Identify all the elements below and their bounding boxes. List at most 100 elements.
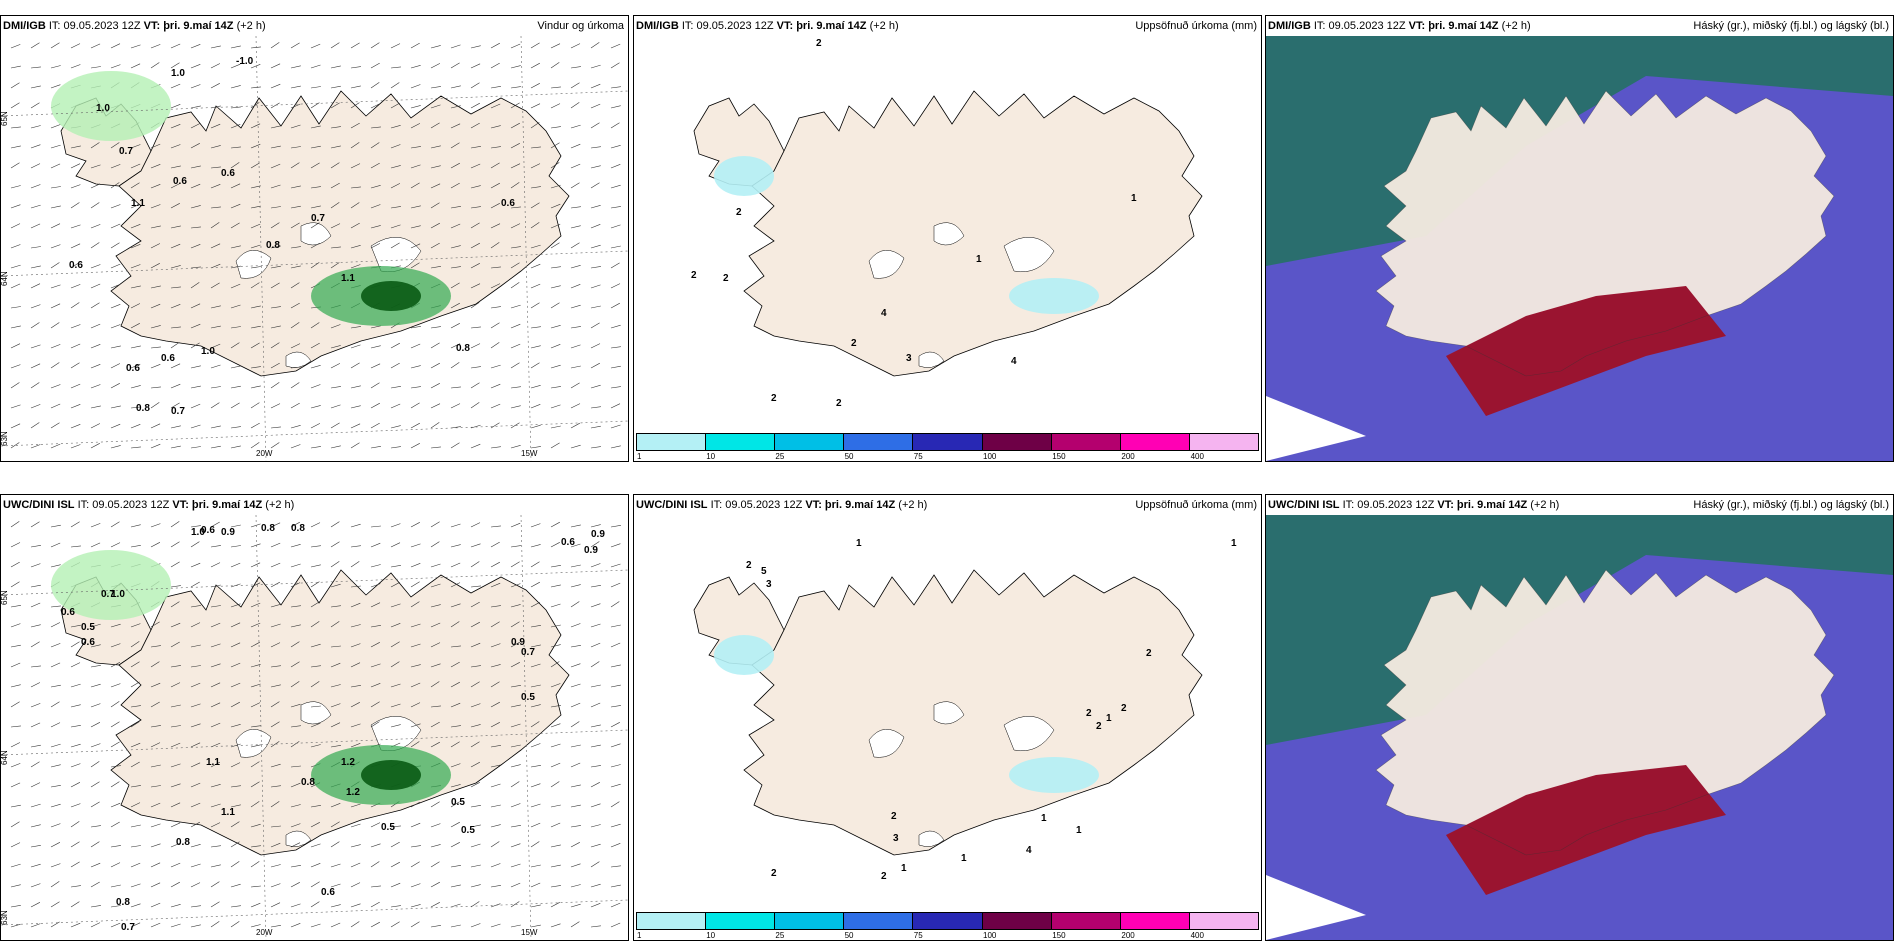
- wind-barb: [230, 861, 240, 868]
- wind-barb: [370, 663, 381, 668]
- wind-barb: [10, 343, 21, 349]
- wind-barb: [70, 922, 81, 928]
- valid-time: VT: þri. 9.maí 14Z: [143, 20, 234, 32]
- wind-barb: [430, 541, 440, 548]
- wind-barb: [350, 326, 361, 329]
- wind-barb: [410, 225, 421, 229]
- wind-barb: [10, 542, 21, 548]
- wind-barb: [410, 443, 420, 449]
- wind-barb: [350, 685, 361, 688]
- wind-barb: [550, 302, 560, 309]
- wind-barb: [90, 761, 100, 768]
- value-label: 1.1: [131, 198, 145, 209]
- wind-barb: [570, 344, 581, 349]
- wind-barb: [530, 103, 541, 109]
- wind-barb: [170, 742, 181, 748]
- wind-barb: [70, 841, 80, 848]
- wind-barb: [290, 823, 301, 828]
- wind-barb: [90, 722, 101, 728]
- wind-barb: [330, 345, 341, 349]
- lead-time: (+2 h): [1501, 20, 1531, 32]
- wind-barb: [230, 85, 241, 89]
- wind-barb: [610, 902, 621, 908]
- init-time: IT: 09.05.2023 12Z: [710, 499, 803, 511]
- valid-time: VT: þri. 9.maí 14Z: [172, 499, 263, 511]
- wind-barb: [270, 306, 281, 309]
- wind-barb: [350, 545, 361, 548]
- wind-barb: [270, 684, 281, 688]
- axis-tick-label: 15W: [521, 928, 538, 937]
- wind-barb: [390, 66, 401, 69]
- wind-barb: [190, 365, 201, 369]
- wind-barb: [230, 146, 241, 149]
- wind-barb: [110, 542, 121, 548]
- wind-barb: [510, 744, 521, 748]
- wind-barb: [410, 543, 421, 548]
- wind-barb: [190, 762, 201, 768]
- wind-barb: [610, 62, 620, 69]
- value-label: 4: [1026, 845, 1032, 856]
- wind-barb: [310, 643, 321, 648]
- precip-light: [51, 71, 171, 141]
- wind-barb: [130, 681, 140, 688]
- wind-barb: [370, 583, 381, 588]
- wind-barb: [330, 363, 341, 369]
- wind-barb: [230, 622, 241, 628]
- wind-barb: [70, 704, 81, 708]
- glacier: [868, 250, 905, 279]
- wind-barb: [330, 85, 341, 89]
- value-label: 1.0: [171, 68, 185, 79]
- wind-barb: [190, 844, 201, 848]
- wind-barb: [170, 923, 181, 928]
- wind-barb: [490, 722, 500, 728]
- wind-barb: [130, 824, 141, 828]
- wind-barb: [370, 525, 381, 528]
- wind-barb: [70, 184, 81, 189]
- wind-barb: [230, 183, 241, 189]
- value-label: 1.0: [111, 589, 125, 600]
- wind-barb: [410, 581, 420, 588]
- wind-barb: [190, 682, 201, 688]
- land-area: [1376, 91, 1834, 376]
- wind-barb: [610, 346, 621, 349]
- wind-barb: [350, 882, 361, 888]
- wind-barb: [170, 383, 181, 389]
- wind-barb: [330, 521, 340, 528]
- wind-barb: [230, 524, 241, 528]
- wind-barb: [150, 364, 161, 369]
- wind-barb: [270, 785, 281, 788]
- wind-barb: [510, 262, 520, 269]
- wind-barb: [190, 924, 201, 928]
- wind-barb: [530, 122, 540, 129]
- wind-barb: [250, 641, 260, 648]
- wind-barb: [590, 406, 601, 409]
- wind-barb: [310, 923, 321, 928]
- wind-barb: [490, 306, 501, 309]
- wind-barb: [310, 162, 320, 169]
- wind-barb: [90, 302, 100, 309]
- wind-barb: [470, 561, 480, 568]
- colorbar-cell: [1120, 434, 1190, 450]
- wind-barb: [270, 265, 281, 269]
- wind-barb: [30, 444, 41, 449]
- wind-barb: [150, 285, 161, 289]
- wind-barb: [210, 562, 221, 568]
- panel-uwc-wind: UWC/DINI ISL IT: 09.05.2023 12Z VT: þri.…: [0, 494, 629, 941]
- wind-barb: [510, 843, 521, 848]
- wind-barb: [10, 581, 20, 588]
- wind-barb: [430, 622, 441, 628]
- wind-barb: [550, 266, 561, 269]
- wind-barb: [190, 562, 201, 568]
- wind-barb: [50, 701, 60, 708]
- wind-barb: [250, 924, 261, 928]
- value-label: 0.6: [561, 537, 575, 548]
- wind-barb: [90, 264, 101, 269]
- wind-barb: [190, 342, 200, 349]
- wind-barb: [50, 622, 61, 628]
- wind-barb: [50, 186, 61, 189]
- wind-barb: [430, 446, 441, 449]
- wind-barb: [230, 342, 240, 349]
- wind-barb: [490, 923, 501, 928]
- wind-barb: [110, 781, 120, 788]
- wind-barb: [350, 921, 360, 928]
